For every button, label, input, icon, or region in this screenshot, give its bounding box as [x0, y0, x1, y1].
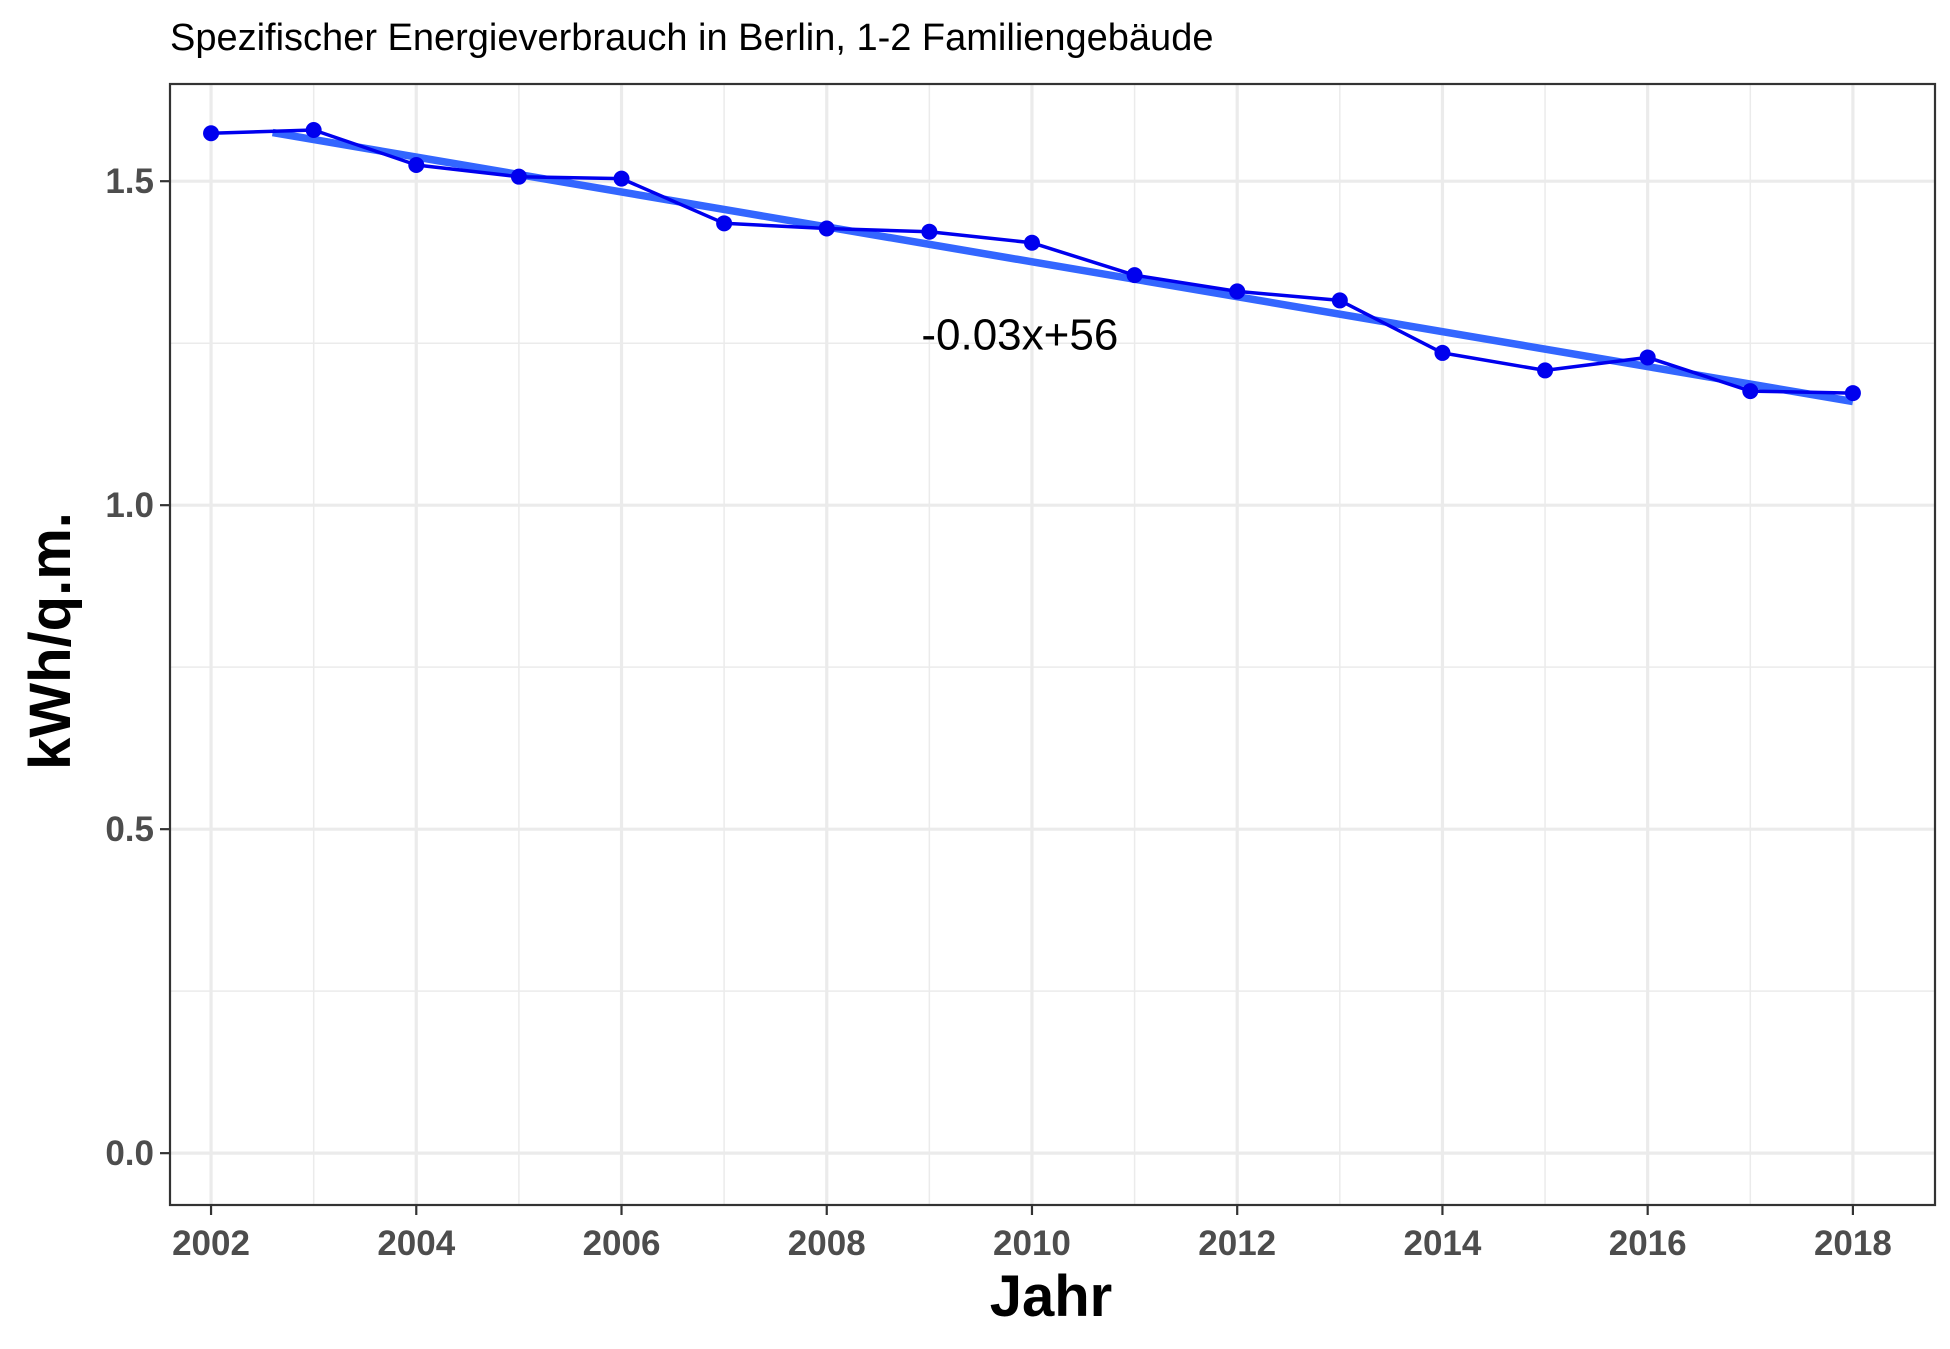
data-point: [1434, 344, 1451, 361]
data-point: [408, 156, 425, 173]
data-point: [203, 125, 220, 142]
x-tick-label: 2002: [172, 1224, 250, 1263]
data-point: [1126, 267, 1143, 284]
x-tick-label: 2004: [377, 1224, 455, 1263]
data-point: [305, 122, 322, 139]
data-point: [1639, 349, 1656, 366]
x-tick-label: 2018: [1814, 1224, 1892, 1263]
data-point: [1229, 283, 1246, 300]
y-tick-label: 1.0: [105, 486, 154, 525]
grid: [170, 84, 1935, 1205]
data-point: [1331, 292, 1348, 309]
data-point: [1742, 383, 1759, 400]
x-tick-label: 2012: [1198, 1224, 1276, 1263]
data-series: [203, 122, 1861, 402]
data-point: [510, 168, 527, 185]
data-point: [1023, 234, 1040, 251]
trendline-equation: -0.03x+56: [921, 311, 1118, 360]
data-point: [613, 170, 630, 187]
y-tick-label: 0.5: [105, 810, 154, 849]
x-tick-label: 2010: [993, 1224, 1071, 1263]
x-tick-label: 2008: [788, 1224, 866, 1263]
y-tick-label: 0.0: [105, 1134, 154, 1173]
data-point: [1844, 385, 1861, 402]
data-point: [1537, 362, 1554, 379]
x-tick-label: 2014: [1404, 1224, 1482, 1263]
x-tick-label: 2006: [583, 1224, 661, 1263]
chart-title: Spezifischer Energieverbrauch in Berlin,…: [170, 17, 1213, 59]
x-tick-label: 2016: [1609, 1224, 1687, 1263]
y-axis-title: kWh/q.m.: [18, 512, 83, 770]
plot-panel-border: [168, 82, 1937, 1207]
x-axis-title: Jahr: [990, 1264, 1113, 1329]
data-point: [921, 223, 938, 240]
axes: 0.0 0.5 1.0 1.5 2002 2004 2006 2008 2010 2012 2014…: [105, 162, 1892, 1263]
data-point: [818, 220, 835, 237]
y-tick-label: 1.5: [105, 162, 154, 201]
data-point: [716, 215, 733, 232]
